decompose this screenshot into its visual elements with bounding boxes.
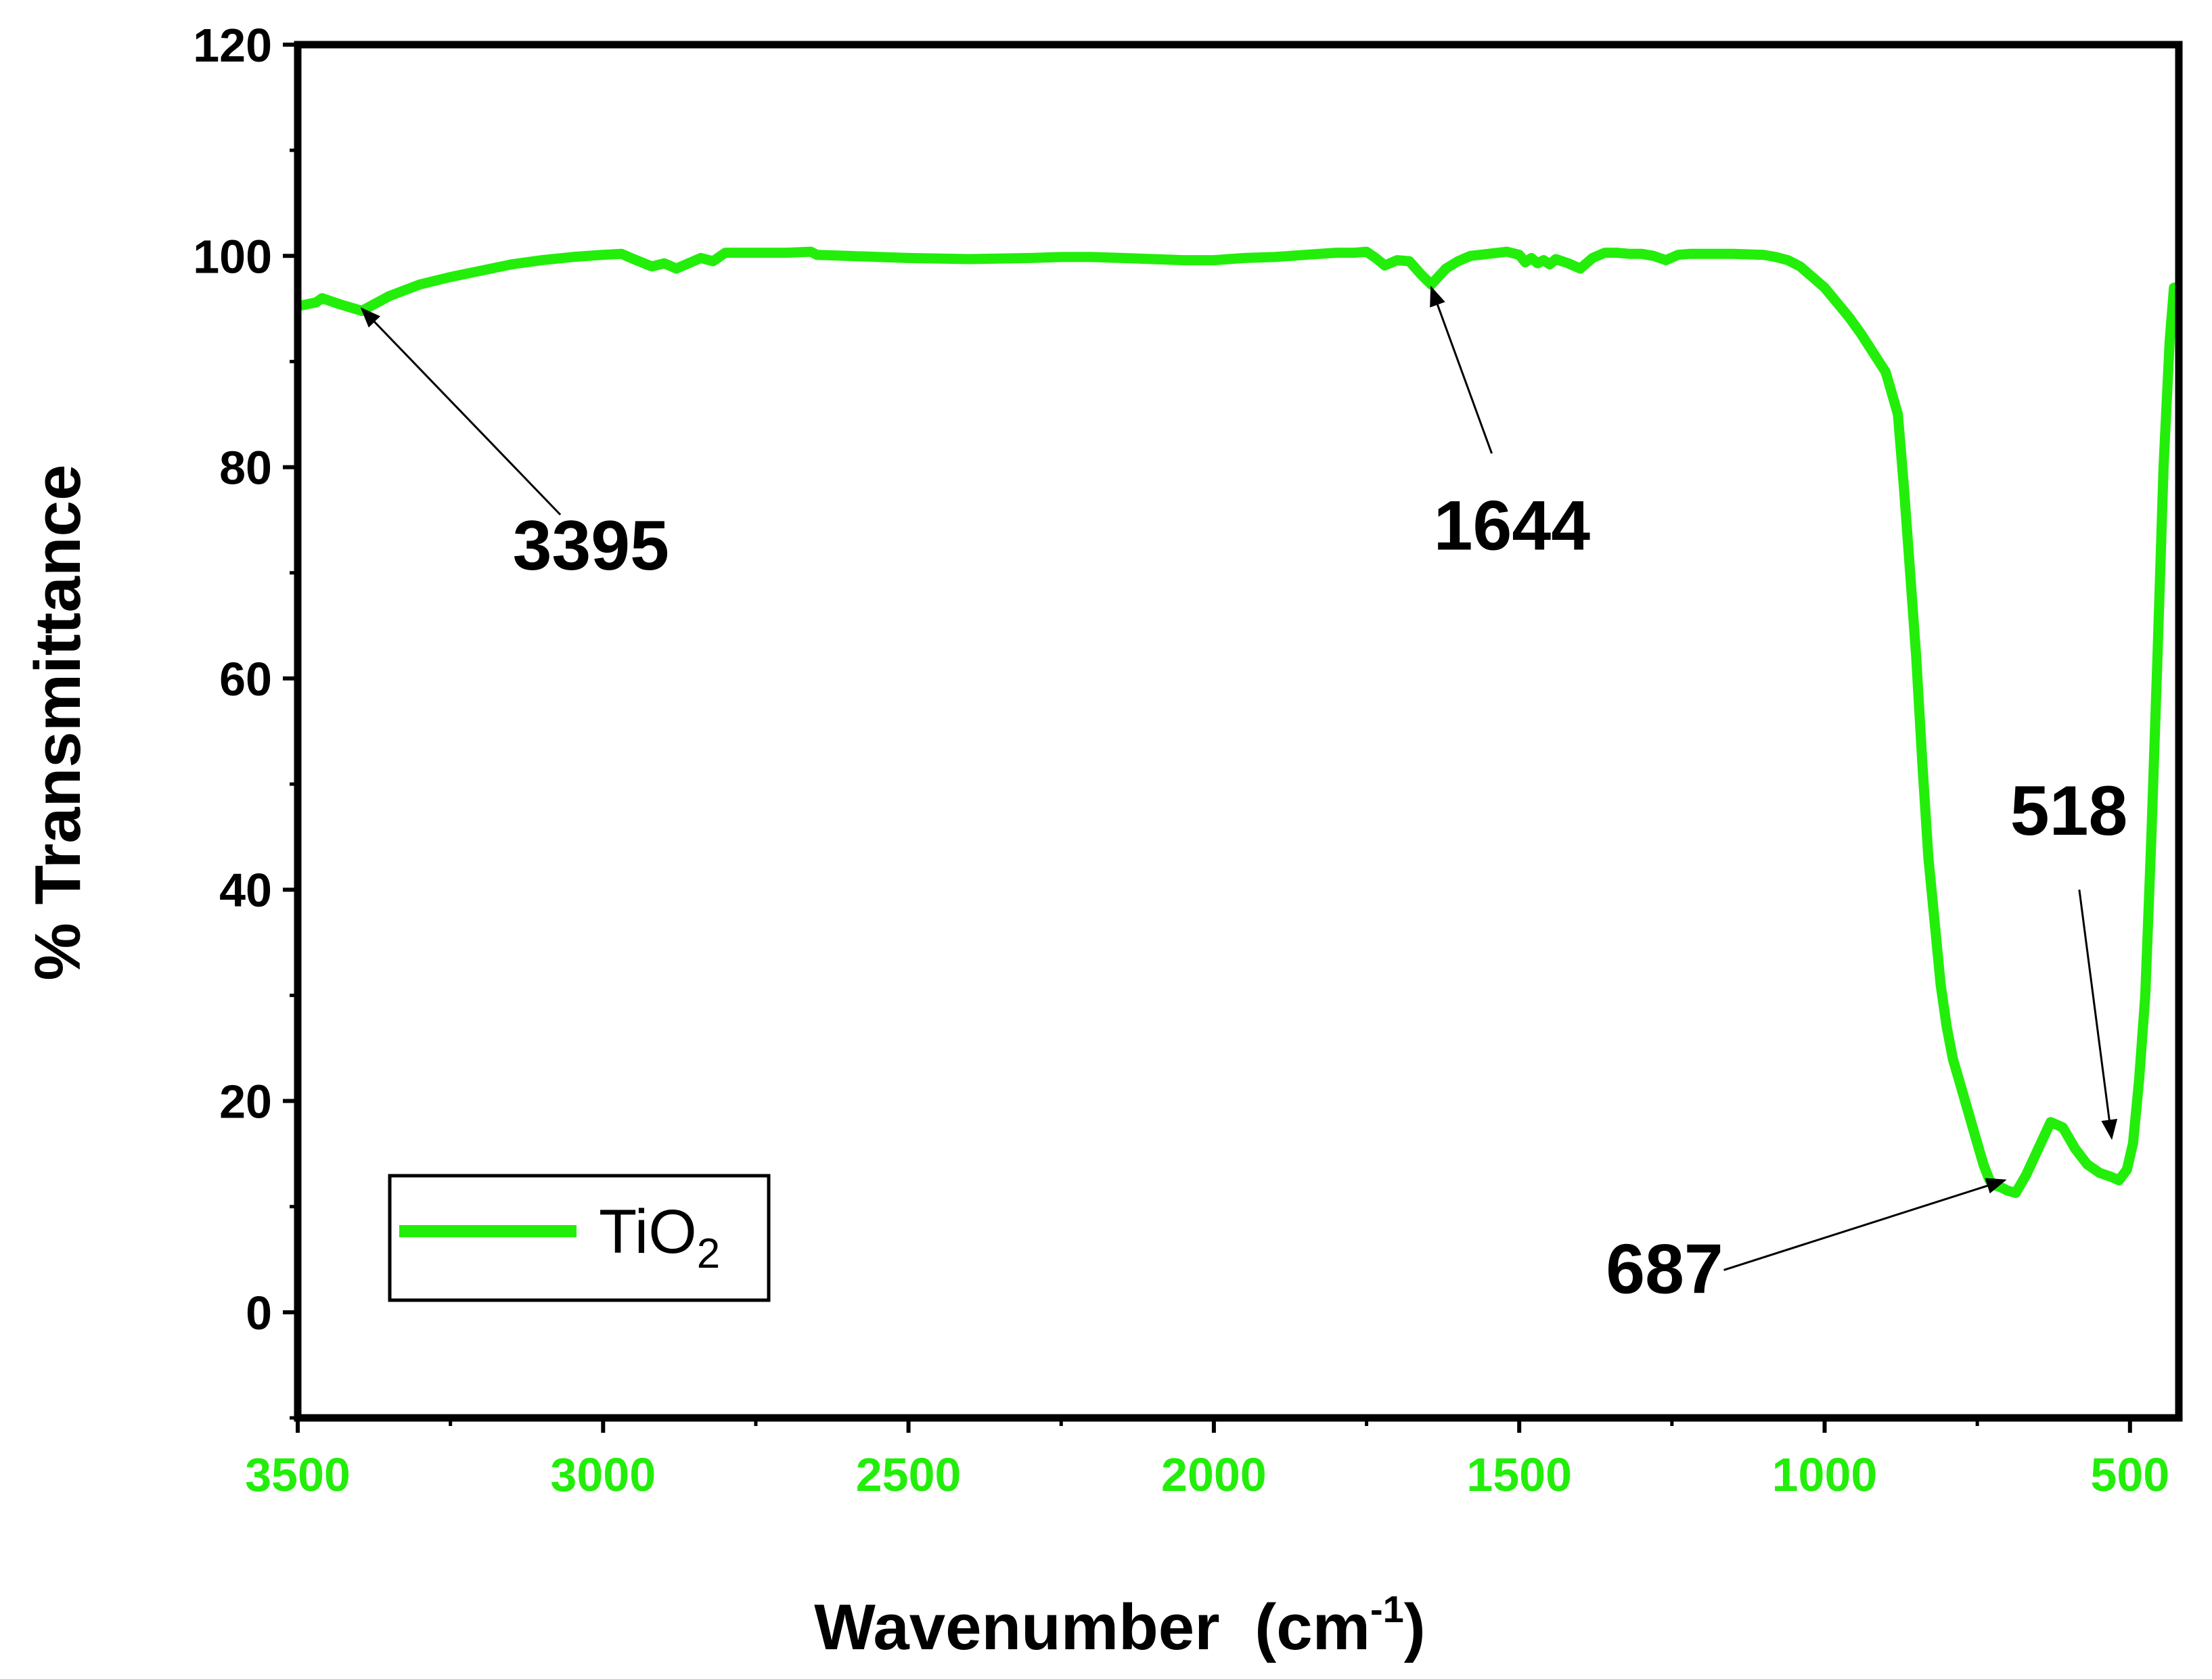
x-axis-title-unit-close: ) [1404, 1591, 1426, 1663]
y-tick-label: 60 [219, 653, 272, 706]
annotation-label: 3395 [513, 507, 669, 585]
legend-label-base: TiO [599, 1197, 697, 1266]
y-tick-label: 120 [193, 19, 272, 72]
plot-frame [294, 41, 2183, 1422]
legend: TiO2 [388, 1174, 771, 1302]
y-tick-label: 80 [219, 442, 272, 495]
annotation-label: 1644 [1434, 486, 1591, 565]
x-tick-label: 3000 [550, 1448, 656, 1501]
annotation-label: 687 [1606, 1230, 1723, 1309]
y-tick-label: 40 [219, 864, 272, 917]
annotation-arrow [2078, 890, 2118, 1141]
x-axis-title-main: Wavenumber [814, 1591, 1219, 1663]
y-tick-label: 100 [193, 230, 272, 283]
annotation-arrow [1723, 1178, 2007, 1271]
x-tick-label: 2000 [1161, 1448, 1267, 1501]
y-tick-label: 20 [219, 1076, 272, 1128]
legend-label-sub: 2 [697, 1230, 720, 1277]
y-tick-label: 0 [246, 1287, 272, 1339]
x-tick-label: 1000 [1772, 1448, 1878, 1501]
legend-label-tio2: TiO2 [599, 1197, 720, 1277]
x-axis-title: Wavenumber (cm-1) [814, 1588, 1425, 1663]
x-tick-label: 1500 [1466, 1448, 1572, 1501]
series-line-tio2 [298, 246, 2179, 1198]
x-tick-label: 3500 [245, 1448, 351, 1501]
y-axis-title: % Transmittance [22, 465, 94, 981]
x-tick-label: 2500 [856, 1448, 962, 1501]
annotation-arrow [360, 307, 562, 515]
x-axis-title-unit-sup: -1 [1370, 1588, 1404, 1630]
annotation-arrow [1430, 285, 1493, 454]
annotation-label: 518 [2010, 772, 2128, 850]
x-axis-title-unit: (cm [1255, 1591, 1370, 1663]
legend-box [388, 1174, 771, 1302]
x-tick-label: 500 [2090, 1448, 2169, 1501]
